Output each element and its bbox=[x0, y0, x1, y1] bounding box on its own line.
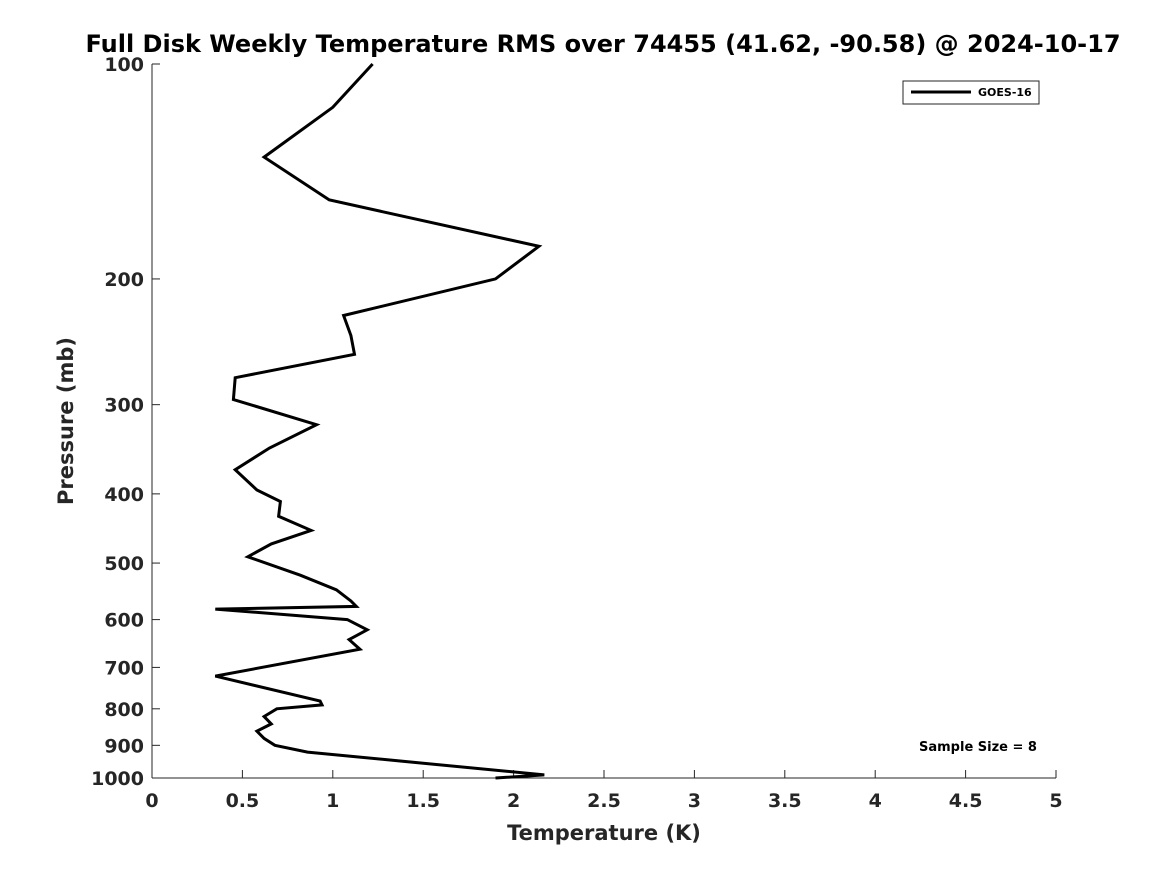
y-tick-label: 300 bbox=[104, 395, 144, 417]
y-axis-label: Pressure (mb) bbox=[54, 337, 78, 505]
y-tick-label: 400 bbox=[104, 484, 144, 506]
x-tick-label: 2 bbox=[507, 790, 520, 812]
x-tick-label: 5 bbox=[1049, 790, 1062, 812]
x-axis-ticks: 0 0.5 1 1.5 2 2.5 3 3.5 4 4.5 5 bbox=[145, 770, 1063, 812]
x-axis-label: Temperature (K) bbox=[507, 821, 701, 845]
x-tick-label: 4 bbox=[869, 790, 882, 812]
x-tick-label: 0.5 bbox=[226, 790, 260, 812]
y-tick-label: 600 bbox=[104, 610, 144, 632]
x-tick-label: 1 bbox=[326, 790, 339, 812]
x-tick-label: 1.5 bbox=[406, 790, 440, 812]
y-axis-ticks: 100 200 300 400 500 600 700 800 900 1000 bbox=[91, 54, 160, 790]
x-tick-label: 2.5 bbox=[587, 790, 621, 812]
x-tick-label: 0 bbox=[145, 790, 158, 812]
y-tick-label: 100 bbox=[104, 54, 144, 76]
x-tick-label: 3.5 bbox=[768, 790, 802, 812]
sample-size-annotation: Sample Size = 8 bbox=[919, 740, 1037, 755]
series-layer bbox=[214, 62, 545, 780]
y-tick-label: 900 bbox=[104, 735, 144, 757]
x-tick-label: 3 bbox=[688, 790, 701, 812]
y-tick-label: 800 bbox=[104, 699, 144, 721]
y-tick-label: 1000 bbox=[91, 768, 144, 790]
legend-label-goes-16: GOES-16 bbox=[978, 86, 1032, 99]
y-tick-label: 700 bbox=[104, 657, 144, 679]
chart-title: Full Disk Weekly Temperature RMS over 74… bbox=[85, 30, 1120, 58]
y-tick-label: 500 bbox=[104, 553, 144, 575]
y-tick-label: 200 bbox=[104, 269, 144, 291]
series-line-goes-16 bbox=[214, 62, 545, 780]
x-tick-label: 4.5 bbox=[949, 790, 983, 812]
legend: GOES-16 bbox=[902, 80, 1040, 105]
